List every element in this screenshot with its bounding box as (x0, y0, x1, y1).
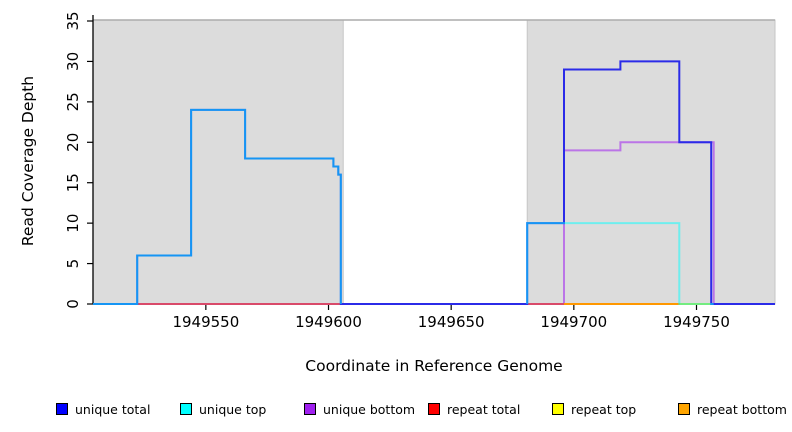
legend-label: repeat top (571, 401, 637, 417)
legend-item-repeat-top: repeat top (552, 398, 636, 420)
legend-swatch-repeat-total (428, 403, 440, 415)
y-tick-label: 10 (64, 214, 82, 233)
series-line-unique-top (93, 108, 342, 305)
y-tick-label: 20 (64, 133, 82, 152)
legend-label: unique bottom (323, 401, 416, 417)
legend-item-repeat-bottom: repeat bottom (678, 398, 787, 420)
y-tick-label: 0 (64, 299, 82, 309)
series-line-unique-bottom (93, 141, 775, 305)
legend-label: repeat bottom (697, 401, 787, 417)
x-axis-title: Coordinate in Reference Genome (305, 357, 563, 375)
y-tick-label: 15 (64, 173, 82, 192)
y-tick-label: 25 (64, 92, 82, 111)
shaded-region-1 (526, 19, 776, 305)
y-tick-label: 35 (64, 11, 82, 30)
x-tick-label: 1949650 (418, 313, 485, 331)
legend-swatch-repeat-bottom (678, 403, 690, 415)
series-line-unique-top (526, 222, 714, 305)
legend-item-repeat-total: repeat total (428, 398, 520, 420)
y-axis-title: Read Coverage Depth (19, 75, 37, 247)
legend-item-unique-total: unique total (56, 398, 150, 420)
x-tick-label: 1949600 (295, 313, 362, 331)
legend-item-unique-top: unique top (180, 398, 266, 420)
legend-label: repeat total (447, 401, 521, 417)
shaded-region-0 (92, 19, 344, 305)
y-tick-label: 30 (64, 52, 82, 71)
x-tick-label: 1949750 (663, 313, 730, 331)
legend-label: unique total (75, 401, 151, 417)
y-tick-label: 5 (64, 259, 82, 269)
legend-swatch-unique-bottom (304, 403, 316, 415)
legend-swatch-repeat-top (552, 403, 564, 415)
legend-item-unique-bottom: unique bottom (304, 398, 415, 420)
legend-label: unique top (199, 401, 267, 417)
legend: unique total unique top unique bottom repea… (0, 398, 792, 420)
x-tick-label: 1949700 (540, 313, 607, 331)
x-tick-label: 1949550 (172, 313, 239, 331)
legend-swatch-unique-total (56, 403, 68, 415)
legend-swatch-unique-top (180, 403, 192, 415)
